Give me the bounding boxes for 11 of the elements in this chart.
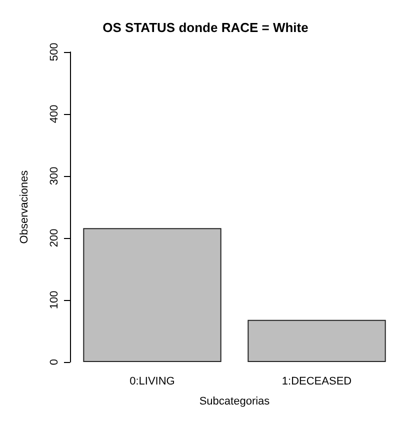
y-tick-label: 0: [48, 358, 60, 366]
y-axis-title: Observaciones: [18, 170, 30, 244]
x-tick-label: 1:DECEASED: [282, 376, 352, 388]
y-tick-label: 500: [48, 42, 60, 62]
y-tick-label: 100: [48, 290, 60, 310]
y-tick-label: 300: [48, 166, 60, 186]
y-tick-label: 200: [48, 228, 60, 248]
x-axis-title: Subcategorias: [199, 396, 270, 408]
x-tick-label: 0:LIVING: [130, 376, 175, 388]
y-tick-label: 400: [48, 104, 60, 124]
chart-title: OS STATUS donde RACE = White: [102, 20, 308, 35]
